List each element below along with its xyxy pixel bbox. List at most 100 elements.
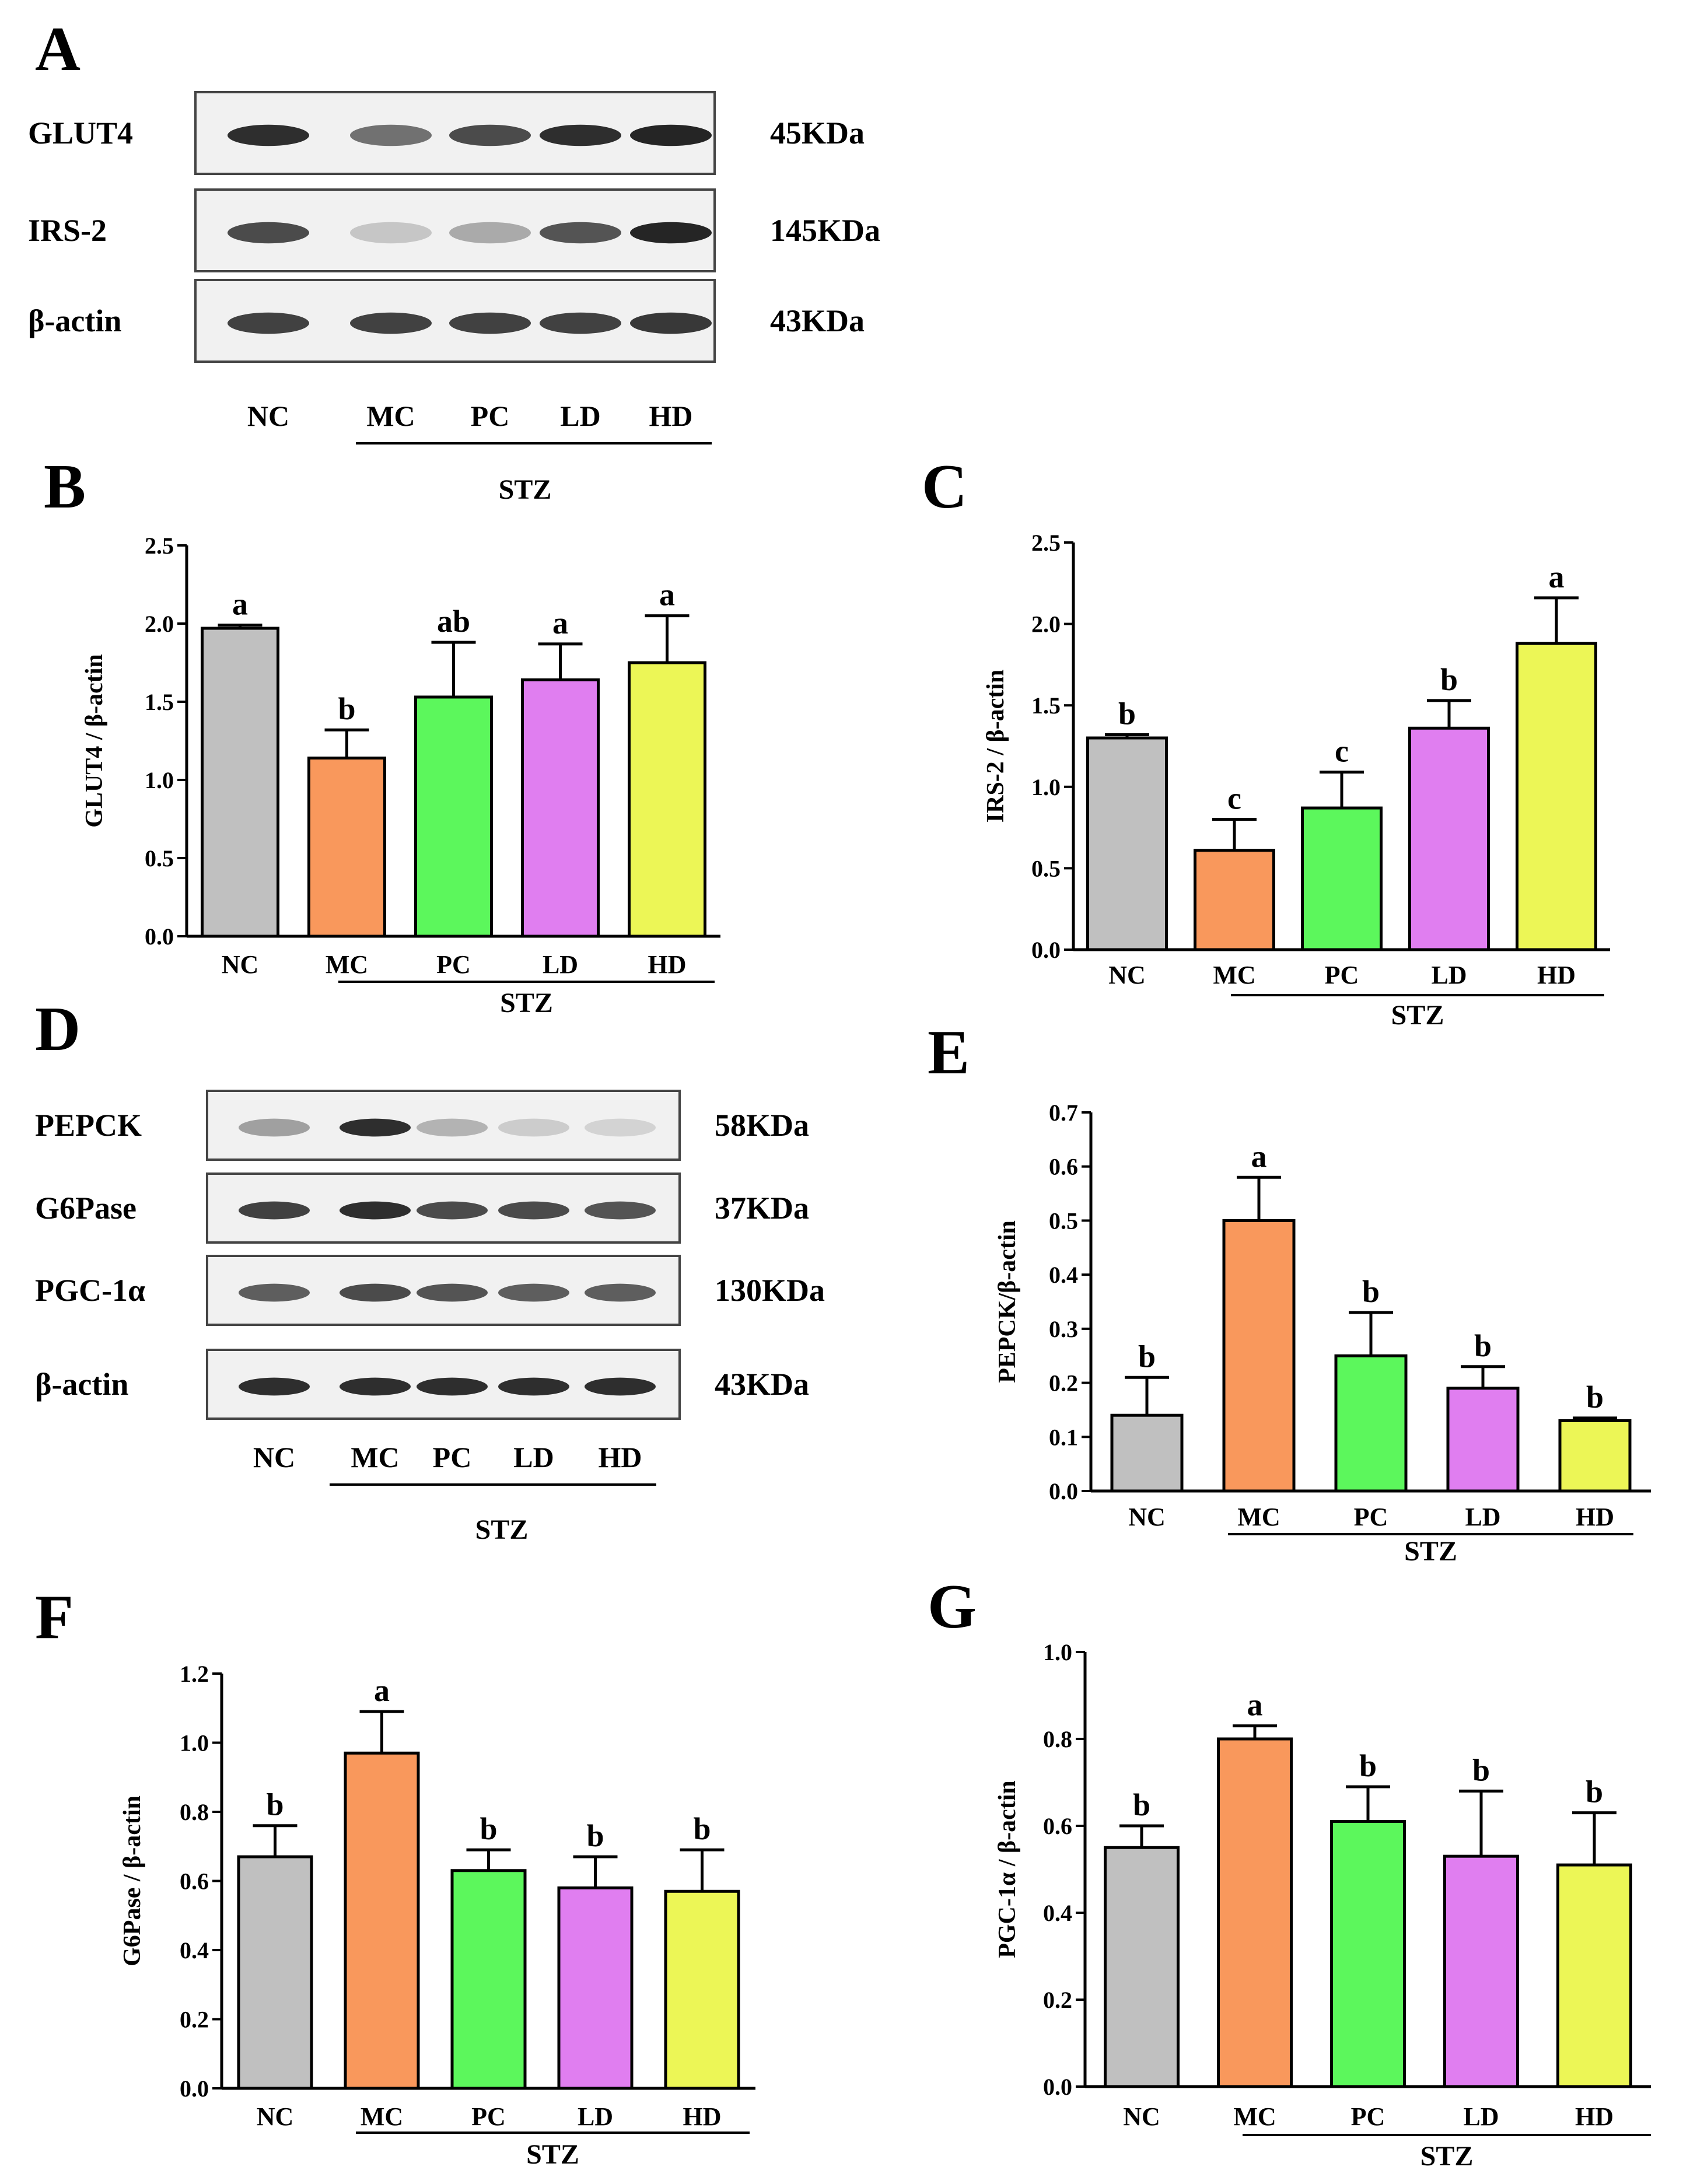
protein-band bbox=[498, 1201, 569, 1220]
molecular-weight-label: 43KDa bbox=[770, 303, 865, 338]
protein-label: β-actin bbox=[28, 303, 121, 338]
category-label: PC bbox=[1325, 961, 1359, 989]
category-label: PC bbox=[471, 2102, 506, 2131]
lane-label: HD bbox=[599, 1441, 642, 1474]
y-tick-label: 2.5 bbox=[1031, 530, 1061, 556]
y-tick-label: 0.3 bbox=[1049, 1316, 1078, 1342]
category-label: LD bbox=[1465, 1503, 1500, 1531]
bar-hd bbox=[1558, 1419, 1632, 1493]
blot-row: G6Pase 37KDa bbox=[35, 1172, 809, 1244]
significance-letter: b bbox=[338, 691, 355, 726]
protein-band bbox=[228, 312, 309, 334]
significance-letter: c bbox=[1227, 781, 1241, 816]
bar-nc bbox=[1110, 1413, 1184, 1493]
chart-panel-b: B 0.0 0.5 1.0 1.5 2.0 2.5 GLUT4 / β-actin a NC b MC… bbox=[44, 452, 720, 1019]
significance-letter: b bbox=[1133, 1787, 1150, 1822]
panel-letter: A bbox=[35, 15, 81, 84]
panel-letter: B bbox=[44, 452, 86, 522]
significance-letter: c bbox=[1335, 734, 1349, 769]
y-tick-label: 0.0 bbox=[180, 2076, 209, 2102]
protein-band bbox=[540, 312, 621, 334]
y-tick-label: 0.4 bbox=[1043, 1900, 1072, 1926]
y-tick-label: 1.2 bbox=[180, 1661, 209, 1687]
lane-label: LD bbox=[513, 1441, 554, 1474]
lane-label: PC bbox=[433, 1441, 472, 1474]
protein-band bbox=[350, 222, 432, 244]
protein-band bbox=[585, 1283, 656, 1302]
bar-pc bbox=[1301, 806, 1383, 951]
lane-label: MC bbox=[351, 1441, 399, 1474]
y-tick-label: 1.5 bbox=[1031, 692, 1061, 719]
lane-label: LD bbox=[560, 400, 600, 432]
y-tick-label: 0.5 bbox=[1031, 855, 1061, 881]
significance-letter: b bbox=[266, 1787, 284, 1822]
significance-letter: a bbox=[1251, 1139, 1267, 1174]
blot-panel-a: A GLUT4 45KDa IRS-2 145KDa β-actin 43KDa NC MC PC… bbox=[28, 15, 880, 505]
category-label: MC bbox=[361, 2102, 403, 2131]
panel-letter: C bbox=[922, 452, 967, 522]
panel-letter: F bbox=[35, 1583, 74, 1652]
protein-band bbox=[449, 124, 531, 146]
y-tick-label: 0.0 bbox=[1049, 1478, 1078, 1504]
bar-nc bbox=[237, 1855, 313, 2090]
protein-band bbox=[417, 1283, 488, 1302]
protein-band bbox=[630, 222, 712, 244]
bar-pc bbox=[1334, 1354, 1408, 1493]
protein-band bbox=[239, 1118, 310, 1137]
category-label: HD bbox=[648, 950, 687, 979]
protein-label: GLUT4 bbox=[28, 116, 133, 150]
protein-band bbox=[630, 124, 712, 146]
category-label: NC bbox=[1128, 1503, 1166, 1531]
molecular-weight-label: 145KDa bbox=[770, 213, 880, 248]
protein-band bbox=[585, 1118, 656, 1137]
lane-label: PC bbox=[471, 400, 510, 432]
protein-band bbox=[540, 222, 621, 244]
bar-ld bbox=[1446, 1387, 1520, 1493]
bar-nc bbox=[201, 626, 279, 938]
blot-row: PEPCK 58KDa bbox=[35, 1090, 809, 1161]
protein-band bbox=[239, 1283, 310, 1302]
lane-label: HD bbox=[649, 400, 693, 432]
significance-letter: a bbox=[374, 1673, 390, 1708]
stz-label: STZ bbox=[475, 1514, 529, 1545]
significance-letter: b bbox=[1359, 1748, 1377, 1783]
significance-letter: b bbox=[1586, 1380, 1604, 1415]
significance-letter: b bbox=[586, 1818, 604, 1853]
significance-letter: b bbox=[1586, 1774, 1603, 1810]
significance-letter: a bbox=[232, 587, 248, 622]
protein-band bbox=[417, 1118, 488, 1137]
y-tick-label: 0.0 bbox=[1043, 2074, 1072, 2100]
protein-band bbox=[340, 1377, 411, 1396]
category-label: PC bbox=[1351, 2102, 1385, 2131]
y-tick-label: 0.7 bbox=[1049, 1100, 1078, 1126]
bar-ld bbox=[521, 678, 600, 938]
protein-band bbox=[585, 1201, 656, 1220]
y-tick-label: 1.0 bbox=[180, 1730, 209, 1756]
significance-letter: a bbox=[1247, 1688, 1263, 1723]
y-tick-label: 0.2 bbox=[1049, 1370, 1078, 1396]
protein-band bbox=[340, 1201, 411, 1220]
bar-pc bbox=[450, 1869, 527, 2090]
bar-ld bbox=[1443, 1854, 1519, 2088]
category-label: NC bbox=[222, 950, 259, 979]
protein-band bbox=[228, 124, 309, 146]
protein-band bbox=[449, 312, 531, 334]
bar-nc bbox=[1104, 1846, 1180, 2088]
category-label: MC bbox=[326, 950, 368, 979]
significance-letter: a bbox=[659, 578, 675, 612]
chart-panel-e: E 0.0 0.1 0.2 0.3 0.4 0.5 0.6 0.7 PEPCK/β-actin b N… bbox=[928, 1018, 1651, 1567]
category-label: NC bbox=[257, 2102, 294, 2131]
y-tick-label: 0.2 bbox=[1043, 1987, 1072, 2013]
protein-label: PGC-1α bbox=[35, 1273, 145, 1308]
bar-ld bbox=[1408, 726, 1490, 951]
y-tick-label: 0.5 bbox=[1049, 1208, 1078, 1234]
protein-band bbox=[498, 1118, 569, 1137]
y-tick-label: 2.0 bbox=[1031, 611, 1061, 638]
protein-band bbox=[630, 312, 712, 334]
molecular-weight-label: 37KDa bbox=[715, 1191, 809, 1226]
y-axis-title: PEPCK/β-actin bbox=[994, 1220, 1021, 1383]
significance-letter: a bbox=[1549, 559, 1565, 594]
protein-band bbox=[228, 222, 309, 244]
y-tick-label: 0.4 bbox=[1049, 1262, 1078, 1288]
